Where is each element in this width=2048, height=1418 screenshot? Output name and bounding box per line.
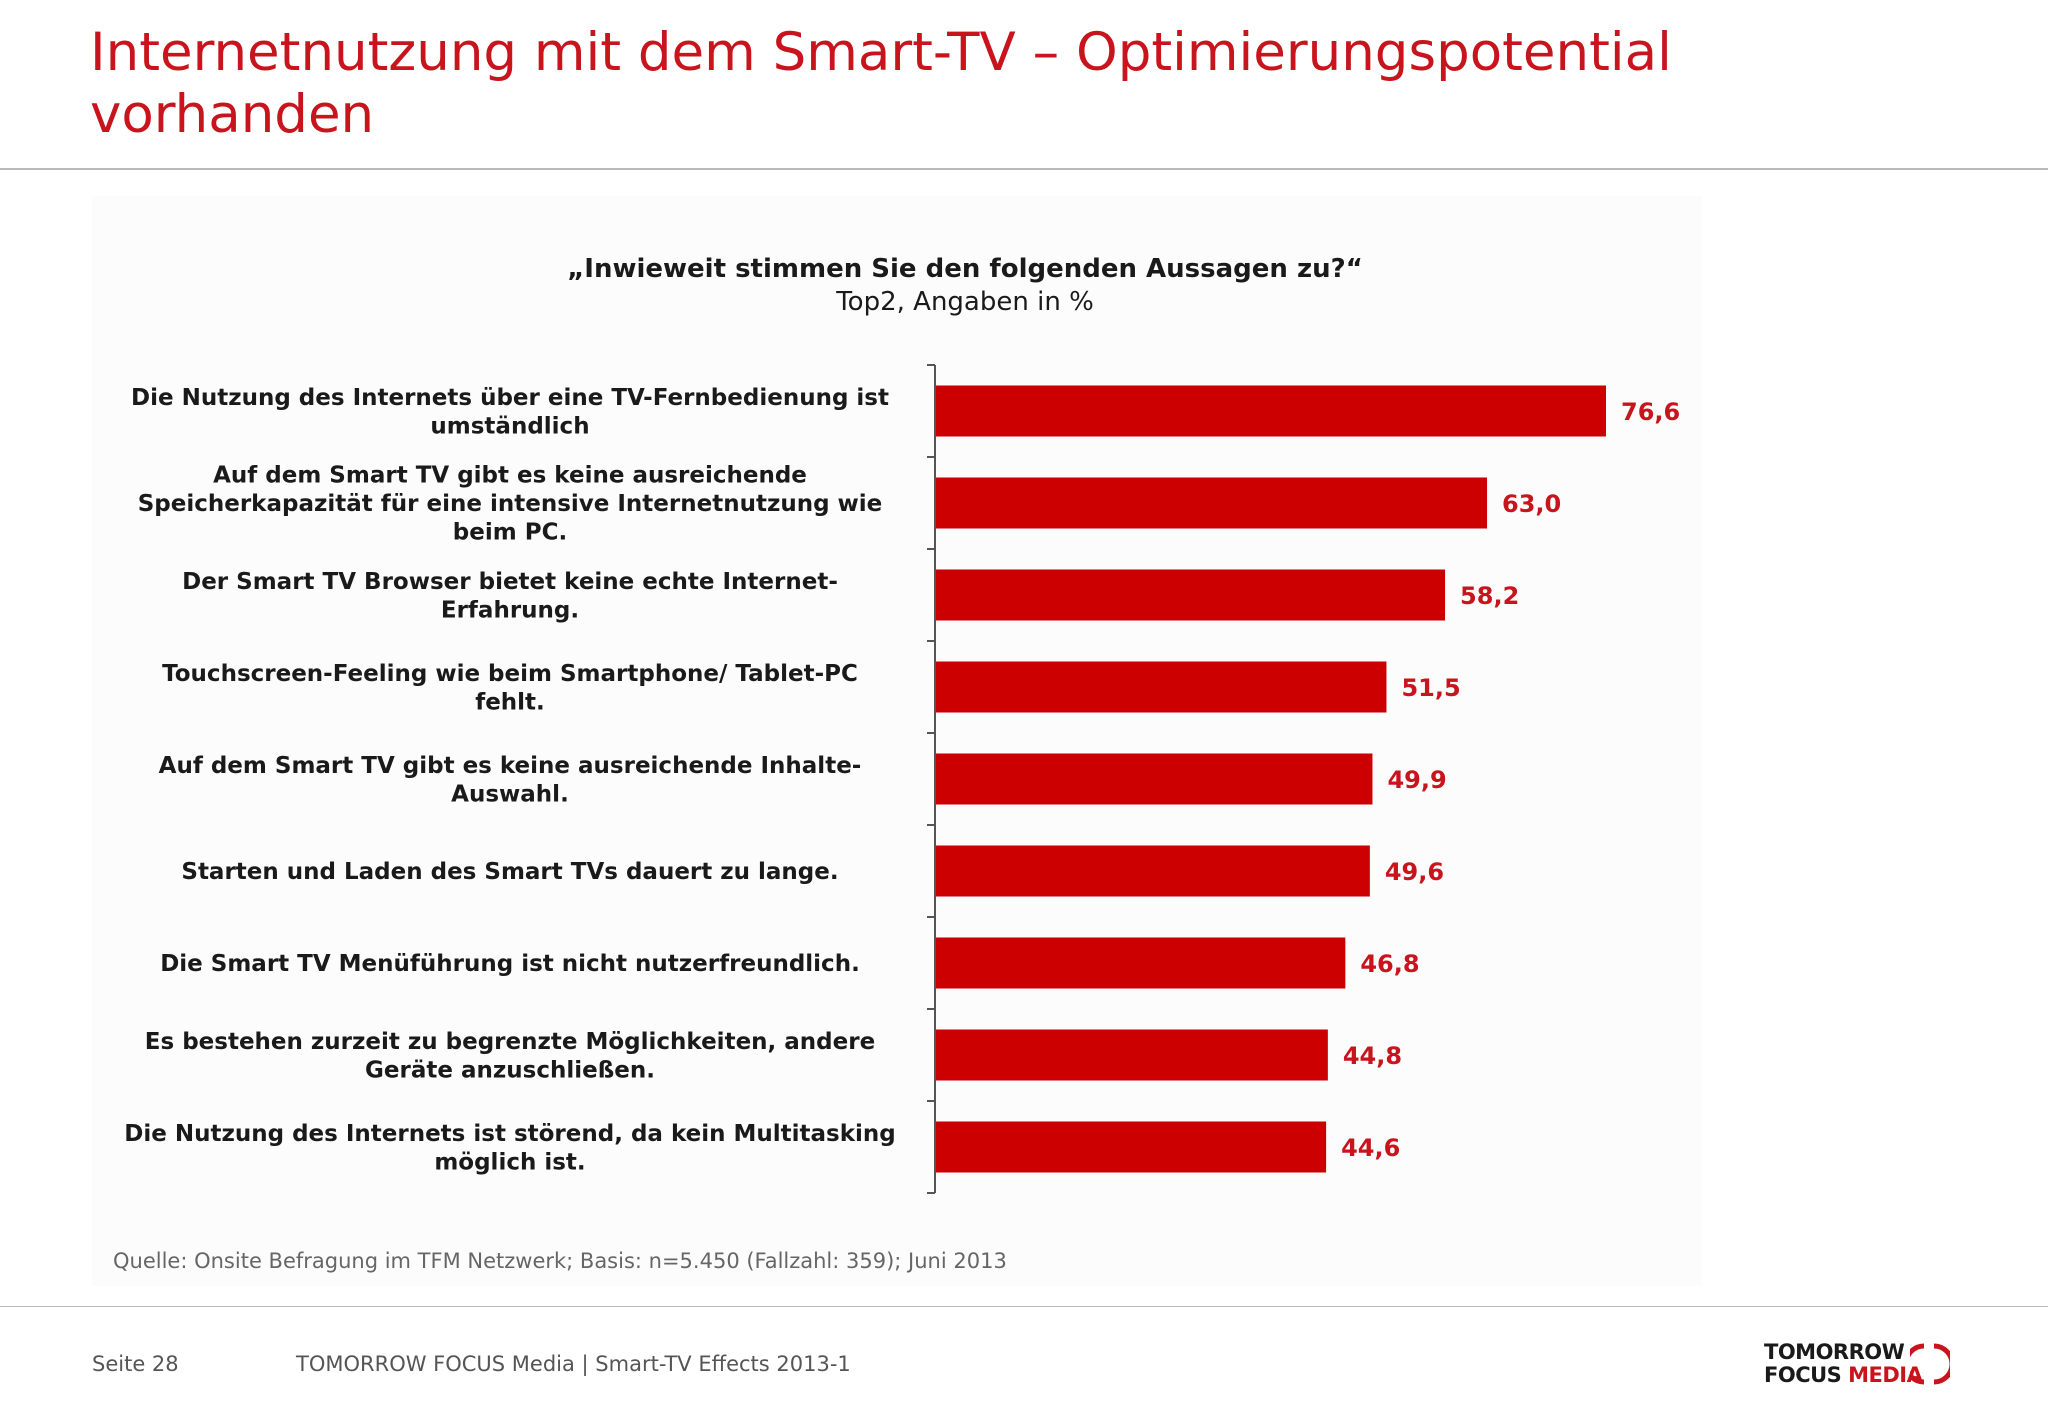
value-label: 63,0 bbox=[1502, 490, 1561, 518]
category-label: Auf dem Smart TV gibt es keine ausreiche… bbox=[138, 463, 883, 546]
footer-divider bbox=[0, 1306, 2048, 1307]
value-label: 76,6 bbox=[1621, 398, 1680, 426]
category-label: Touchscreen-Feeling wie beim Smartphone/… bbox=[162, 661, 858, 716]
page-number: Seite 28 bbox=[92, 1352, 179, 1376]
chart-panel bbox=[92, 196, 1702, 1286]
logo-focus: FOCUS bbox=[1764, 1363, 1842, 1387]
category-label: Starten und Laden des Smart TVs dauert z… bbox=[181, 859, 838, 885]
chart-title: „Inwieweit stimmen Sie den folgenden Aus… bbox=[567, 254, 1363, 284]
bar bbox=[936, 1121, 1327, 1173]
value-label: 44,6 bbox=[1341, 1134, 1400, 1162]
value-label: 51,5 bbox=[1401, 674, 1460, 702]
value-label: 49,6 bbox=[1385, 858, 1444, 886]
category-label: Der Smart TV Browser bietet keine echte … bbox=[182, 569, 838, 624]
category-label: Die Smart TV Menüführung ist nicht nutze… bbox=[160, 951, 860, 977]
logo-line1: TOMORROW bbox=[1764, 1340, 1905, 1364]
category-label: Die Nutzung des Internets ist störend, d… bbox=[124, 1121, 895, 1176]
value-label: 44,8 bbox=[1343, 1042, 1402, 1070]
company-logo: TOMORROW FOCUS MEDIA bbox=[1764, 1340, 1964, 1390]
category-label: Auf dem Smart TV gibt es keine ausreiche… bbox=[159, 753, 862, 808]
category-label: Es bestehen zurzeit zu begrenzte Möglich… bbox=[145, 1029, 875, 1084]
bar bbox=[936, 477, 1488, 529]
slide-title: Internetnutzung mit dem Smart-TV – Optim… bbox=[90, 22, 1672, 145]
value-label: 58,2 bbox=[1460, 582, 1519, 610]
chart-subtitle: Top2, Angaben in % bbox=[836, 287, 1094, 317]
logo-line2: FOCUS MEDIA bbox=[1764, 1363, 1923, 1387]
bar bbox=[936, 661, 1387, 713]
footer-text: TOMORROW FOCUS Media | Smart-TV Effects … bbox=[296, 1352, 851, 1376]
bar bbox=[936, 937, 1346, 989]
category-label: Die Nutzung des Internets über eine TV-F… bbox=[131, 385, 889, 440]
bar bbox=[936, 845, 1370, 897]
logo-arc-icon bbox=[1910, 1343, 1950, 1385]
bar bbox=[936, 1029, 1328, 1081]
bar bbox=[936, 569, 1446, 621]
title-divider bbox=[0, 168, 2048, 170]
value-label: 49,9 bbox=[1387, 766, 1446, 794]
value-label: 46,8 bbox=[1360, 950, 1419, 978]
bar bbox=[936, 385, 1606, 437]
bar bbox=[936, 753, 1373, 805]
source-note: Quelle: Onsite Befragung im TFM Netzwerk… bbox=[113, 1249, 1007, 1273]
